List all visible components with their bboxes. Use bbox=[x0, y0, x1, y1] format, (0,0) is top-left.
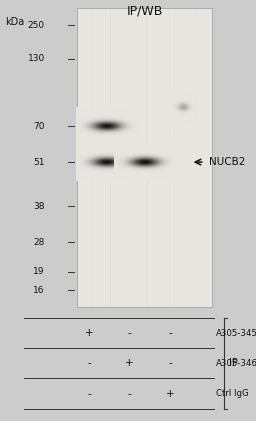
Bar bbox=[77, 8, 212, 307]
Text: -: - bbox=[88, 389, 91, 399]
Text: IP/WB: IP/WB bbox=[126, 4, 163, 17]
Text: Ctrl IgG: Ctrl IgG bbox=[216, 389, 249, 398]
Text: 130: 130 bbox=[28, 54, 45, 64]
Text: A305-346A: A305-346A bbox=[216, 359, 256, 368]
Text: -: - bbox=[88, 358, 91, 368]
Text: kDa: kDa bbox=[5, 17, 24, 27]
Text: -: - bbox=[168, 328, 172, 338]
Text: +: + bbox=[166, 389, 175, 399]
Text: 19: 19 bbox=[33, 267, 45, 276]
Text: 28: 28 bbox=[34, 237, 45, 247]
Text: +: + bbox=[125, 358, 134, 368]
Text: -: - bbox=[127, 389, 131, 399]
Text: 38: 38 bbox=[33, 202, 45, 211]
Text: -: - bbox=[127, 328, 131, 338]
Text: 250: 250 bbox=[28, 21, 45, 30]
Text: +: + bbox=[85, 328, 94, 338]
Text: NUCB2: NUCB2 bbox=[209, 157, 245, 167]
Text: A305-345A: A305-345A bbox=[216, 328, 256, 338]
Text: 51: 51 bbox=[33, 157, 45, 167]
Text: 70: 70 bbox=[33, 122, 45, 131]
Text: -: - bbox=[168, 358, 172, 368]
Text: 16: 16 bbox=[33, 286, 45, 295]
Text: IP: IP bbox=[229, 358, 238, 368]
